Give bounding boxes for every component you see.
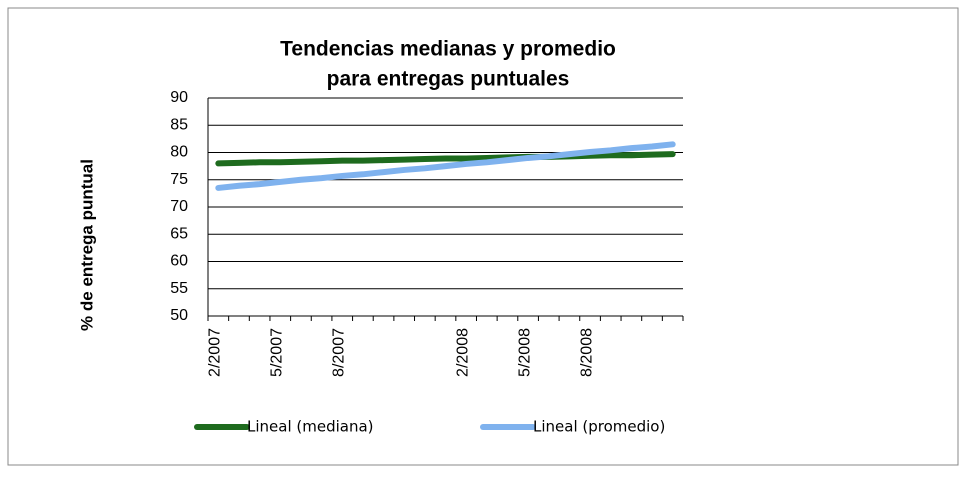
y-tick-label: 65 <box>170 225 188 242</box>
y-tick-label: 55 <box>170 280 188 297</box>
legend-label: Lineal (mediana) <box>247 418 374 436</box>
y-tick-label: 85 <box>170 116 188 133</box>
x-tick-label: 5/2007 <box>269 328 286 377</box>
chart-border <box>7 7 959 466</box>
y-tick-label: 90 <box>170 89 188 106</box>
x-tick-label: 2/2008 <box>454 328 471 377</box>
y-tick-label: 75 <box>170 171 188 188</box>
y-tick-label: 60 <box>170 253 188 270</box>
chart-title: para entregas puntuales <box>327 68 570 91</box>
trend-line <box>215 141 676 191</box>
x-tick-label: 2/2007 <box>207 328 224 377</box>
x-tick-label: 5/2008 <box>516 328 533 377</box>
x-tick-label: 8/2008 <box>578 328 595 377</box>
y-axis-label: % de entrega puntual <box>77 159 96 331</box>
x-tick-label: 8/2007 <box>330 328 347 377</box>
y-tick-label: 50 <box>170 307 188 324</box>
y-tick-label: 70 <box>170 198 188 215</box>
chart-title: Tendencias medianas y promedio <box>280 38 616 61</box>
trend-line <box>215 151 676 167</box>
y-tick-label: 80 <box>170 144 188 161</box>
legend-label: Lineal (promedio) <box>533 418 665 436</box>
